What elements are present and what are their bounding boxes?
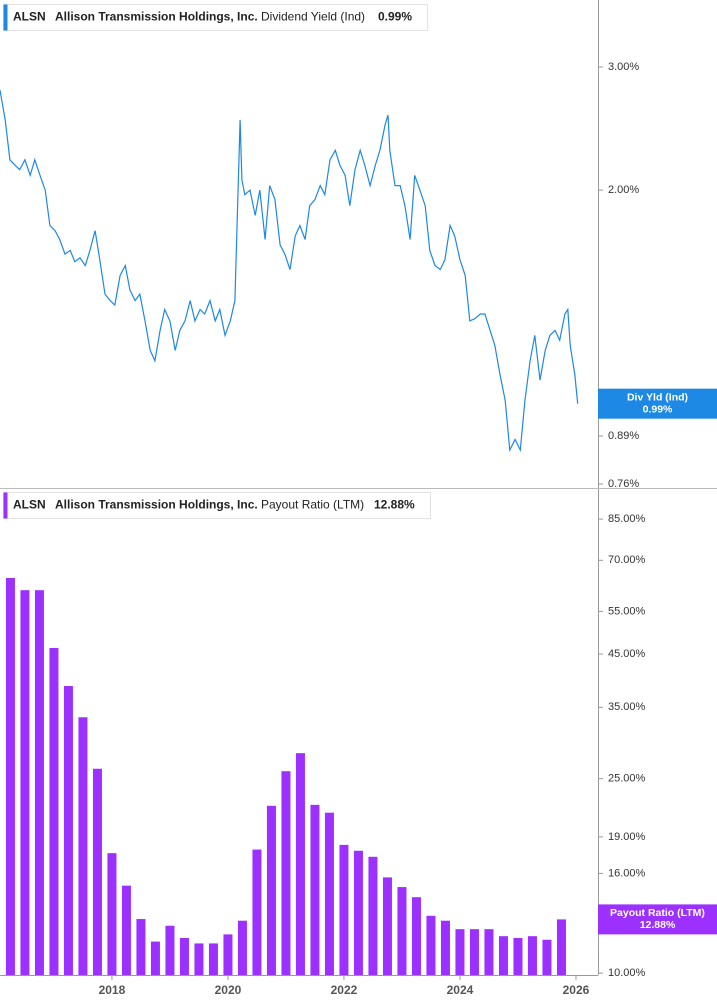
- bar: [556, 919, 566, 975]
- bar: [107, 853, 117, 975]
- bar: [527, 936, 537, 975]
- bar: [411, 897, 421, 975]
- x-tick-label: 2022: [331, 983, 358, 997]
- bar: [469, 929, 479, 975]
- bar: [281, 771, 291, 975]
- header-accent: [3, 4, 8, 31]
- bar: [397, 887, 407, 975]
- y-tick-label: 2.00%: [608, 184, 639, 196]
- header-box: [3, 492, 431, 519]
- y-tick-label: 55.00%: [608, 605, 646, 617]
- x-tick-label: 2026: [563, 983, 590, 997]
- line-panel: 3.00% 2.00% 0.89% 0.76% Div Yld (Ind)0.99%: [0, 61, 717, 490]
- company: Allison Transmission Holdings, Inc.: [55, 498, 258, 512]
- bar: [513, 937, 523, 975]
- y-tick-label: 10.00%: [608, 967, 646, 979]
- bar: [136, 919, 146, 975]
- bar: [34, 590, 44, 975]
- x-tick-label: 2024: [447, 983, 474, 997]
- bar: [440, 920, 450, 975]
- flag-value: 12.88%: [640, 919, 676, 931]
- bar: [266, 805, 276, 975]
- bar: [339, 844, 349, 975]
- bar: [165, 925, 175, 975]
- bar: [223, 934, 233, 975]
- y-tick-label: 45.00%: [608, 648, 646, 660]
- bar: [426, 915, 436, 975]
- bar: [295, 753, 305, 975]
- flag-value: 0.99%: [643, 403, 673, 415]
- bar: [5, 577, 15, 975]
- bar: [194, 943, 204, 975]
- yield-line: [0, 89, 579, 453]
- bar: [353, 850, 363, 975]
- panel-header: ALSN Allison Transmission Holdings, Inc.…: [3, 492, 431, 519]
- bar-panel: 85.00% 70.00% 55.00% 45.00% 35.00% 25.00% 19.0…: [5, 513, 717, 997]
- bar: [63, 686, 73, 975]
- x-tick-label: 2020: [215, 983, 242, 997]
- bar: [252, 849, 262, 975]
- flag-name: Div Yld (Ind): [627, 391, 688, 403]
- header-accent: [3, 492, 8, 519]
- bar: [498, 936, 508, 975]
- y-tick-label: 70.00%: [608, 554, 646, 566]
- metric: Payout Ratio (LTM): [261, 498, 364, 512]
- panel-header: ALSN Allison Transmission Holdings, Inc.…: [3, 4, 428, 31]
- ticker: ALSN: [13, 10, 46, 24]
- y-tick-label: 0.76%: [608, 478, 639, 490]
- bar: [49, 647, 59, 975]
- y-tick-label: 3.00%: [608, 61, 639, 73]
- bar: [324, 812, 334, 975]
- metric: Dividend Yield (Ind): [261, 10, 365, 24]
- bar: [20, 590, 30, 975]
- y-tick-label: 16.00%: [608, 867, 646, 879]
- header-box: [3, 4, 428, 31]
- bar: [455, 929, 465, 975]
- y-tick-label: 85.00%: [608, 513, 646, 525]
- x-tick-label: 2018: [99, 983, 126, 997]
- last-value-flag: [598, 904, 717, 935]
- flag-name: Payout Ratio (LTM): [610, 907, 705, 919]
- y-tick-label: 19.00%: [608, 831, 646, 843]
- bar: [368, 856, 378, 975]
- last-value: 0.99%: [378, 10, 412, 24]
- y-tick-label: 35.00%: [608, 701, 646, 713]
- ticker: ALSN: [13, 498, 46, 512]
- y-tick-label: 25.00%: [608, 773, 646, 785]
- bar: [484, 929, 494, 975]
- bar: [121, 885, 131, 975]
- bar: [237, 920, 247, 975]
- company: Allison Transmission Holdings, Inc.: [55, 10, 258, 24]
- bar: [179, 937, 189, 975]
- bar: [542, 939, 552, 975]
- bar: [208, 943, 218, 975]
- bar: [150, 941, 160, 975]
- bar: [92, 768, 102, 975]
- bar: [382, 877, 392, 975]
- bar: [310, 804, 320, 975]
- last-value-flag: [598, 388, 717, 419]
- bar: [78, 717, 88, 975]
- y-tick-label: 0.89%: [608, 430, 639, 442]
- last-value: 12.88%: [374, 498, 415, 512]
